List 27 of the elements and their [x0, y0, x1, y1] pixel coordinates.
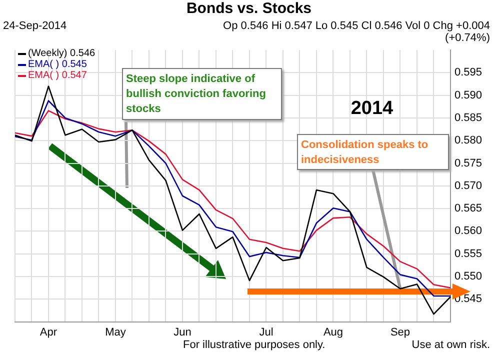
y-tick-label: 0.575: [454, 157, 482, 170]
x-tick-label: May: [105, 326, 126, 338]
y-tick-label: 0.595: [454, 66, 482, 79]
y-tick-label: 0.570: [454, 180, 482, 192]
legend-label: EMA( ) 0.547: [28, 70, 87, 81]
chart-title: Bonds vs. Stocks: [185, 0, 313, 17]
y-tick-label: 0.550: [454, 270, 482, 283]
annotation: 2014: [350, 98, 394, 120]
x-tick-label: Apr: [40, 326, 58, 338]
annotation: Steep slope indicative of bullish conviction favoring stocks: [122, 68, 282, 120]
y-tick-label: 0.580: [454, 134, 482, 147]
y-tick-label: 0.590: [454, 89, 482, 102]
text: Use at own risk.: [410, 339, 490, 351]
x-tick-label: Aug: [323, 326, 344, 338]
annotation: Consolidation speaks to indecisiveness: [297, 134, 449, 170]
chart-subtitle: 24-Sep-2014: [3, 20, 67, 32]
x-tick-label: Jul: [259, 326, 274, 338]
y-tick-label: 0.585: [454, 112, 482, 124]
legend-label: EMA( ) 0.545: [28, 59, 87, 70]
x-tick-label: Jun: [174, 326, 192, 338]
legend-label: (Weekly) 0.546: [28, 48, 96, 59]
text: For illustrative purposes only.: [183, 339, 326, 351]
text: Op 0.546 Hi 0.547 Lo 0.545 Cl 0.546 Vol 0 Chg +0.004 (+0.74%): [222, 20, 490, 44]
y-tick-label: 0.560: [454, 225, 482, 238]
y-tick-label: 0.565: [454, 202, 482, 215]
x-tick-label: Sep: [390, 326, 410, 338]
y-tick-label: 0.555: [454, 248, 482, 260]
